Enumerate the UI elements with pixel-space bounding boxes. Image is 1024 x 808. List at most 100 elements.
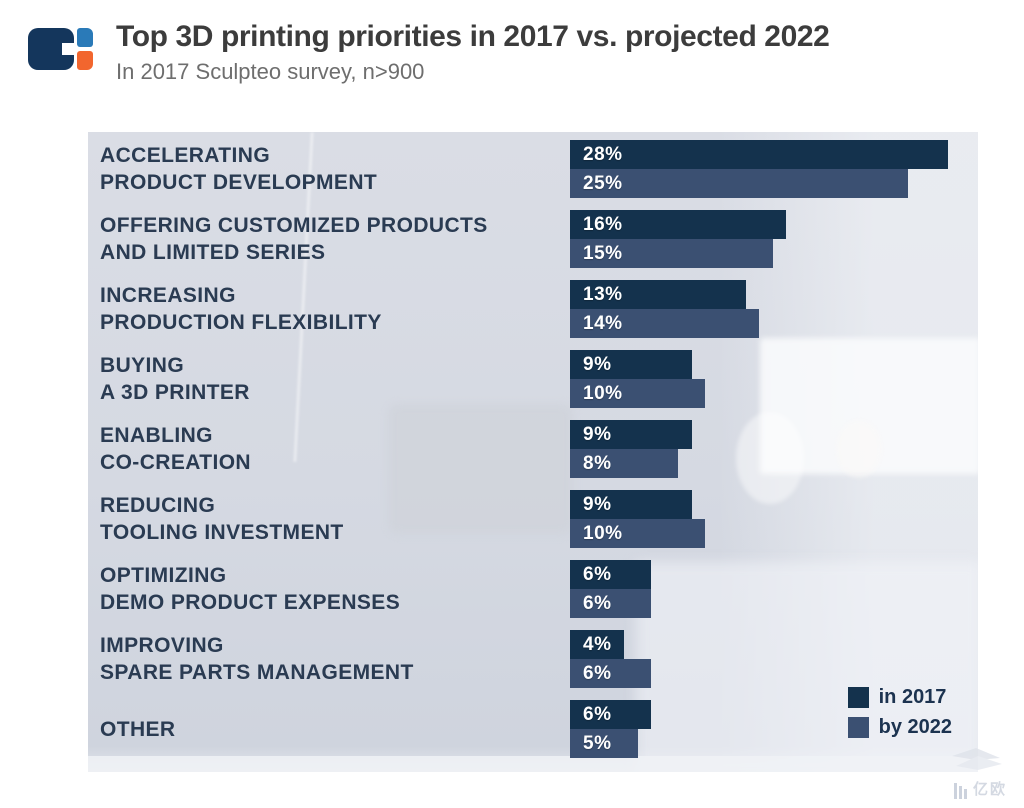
category-label-line: TOOLING INVESTMENT xyxy=(100,521,344,544)
bar-by-2022: 6% xyxy=(570,589,651,618)
bar-value-label: 10% xyxy=(583,522,623,544)
legend-item-2017: in 2017 xyxy=(847,686,952,709)
bar-pair: 4% 6% xyxy=(570,630,651,688)
bar-pair: 9% 8% xyxy=(570,420,692,478)
category-label: INCREASING PRODUCTION FLEXIBILITY xyxy=(88,280,570,338)
category-label-line: IMPROVING xyxy=(100,634,224,657)
logo-orange-square xyxy=(77,51,93,70)
chart-row: INCREASING PRODUCTION FLEXIBILITY 13% 14% xyxy=(88,280,978,338)
bar-value-label: 16% xyxy=(583,213,623,235)
bar-value-label: 6% xyxy=(583,563,612,585)
chart-row: ACCELERATING PRODUCT DEVELOPMENT 28% 25% xyxy=(88,140,978,198)
bar-in-2017: 6% xyxy=(570,560,651,589)
category-label: OFFERING CUSTOMIZED PRODUCTS AND LIMITED … xyxy=(88,210,570,268)
category-label: OTHER xyxy=(88,700,570,758)
chart-row: BUYING A 3D PRINTER 9% 10% xyxy=(88,350,978,408)
chart-row: IMPROVING SPARE PARTS MANAGEMENT 4% 6% xyxy=(88,630,978,688)
chart-row: REDUCING TOOLING INVESTMENT 9% 10% xyxy=(88,490,978,548)
category-label: ENABLING CO-CREATION xyxy=(88,420,570,478)
watermark-chevron-icon xyxy=(952,748,1002,770)
category-label: IMPROVING SPARE PARTS MANAGEMENT xyxy=(88,630,570,688)
bar-in-2017: 28% xyxy=(570,140,948,169)
category-label-line: OPTIMIZING xyxy=(100,564,227,587)
bar-by-2022: 10% xyxy=(570,379,705,408)
chart-panel: ACCELERATING PRODUCT DEVELOPMENT 28% 25% OFF… xyxy=(88,132,978,772)
bar-value-label: 9% xyxy=(583,423,612,445)
category-label-line: AND LIMITED SERIES xyxy=(100,241,326,264)
category-label: OPTIMIZING DEMO PRODUCT EXPENSES xyxy=(88,560,570,618)
bar-pair: 9% 10% xyxy=(570,490,705,548)
chart-row: ENABLING CO-CREATION 9% 8% xyxy=(88,420,978,478)
category-label: REDUCING TOOLING INVESTMENT xyxy=(88,490,570,548)
bar-in-2017: 9% xyxy=(570,350,692,379)
bar-pair: 13% 14% xyxy=(570,280,759,338)
watermark-brand: 亿欧 xyxy=(954,778,1007,799)
bar-value-label: 6% xyxy=(583,662,612,684)
category-label-line: PRODUCT DEVELOPMENT xyxy=(100,171,378,194)
bar-by-2022: 5% xyxy=(570,729,638,758)
page-title: Top 3D printing priorities in 2017 vs. p… xyxy=(116,20,830,53)
bar-in-2017: 9% xyxy=(570,490,692,519)
legend-label-2022: by 2022 xyxy=(878,716,952,738)
header: Top 3D printing priorities in 2017 vs. p… xyxy=(28,20,830,85)
category-label-line: INCREASING xyxy=(100,284,236,307)
legend-item-2022: by 2022 xyxy=(847,716,952,739)
category-label-line: CO-CREATION xyxy=(100,451,252,474)
legend-swatch-2022 xyxy=(847,717,869,738)
bar-value-label: 25% xyxy=(583,172,623,194)
logo-navy-shape xyxy=(28,28,75,70)
bar-value-label: 8% xyxy=(583,452,612,474)
category-label-line: ACCELERATING xyxy=(100,144,271,167)
bar-value-label: 28% xyxy=(583,143,623,165)
bar-value-label: 13% xyxy=(583,283,623,305)
bar-pair: 6% 6% xyxy=(570,560,651,618)
bar-value-label: 14% xyxy=(583,312,623,334)
legend-swatch-2017 xyxy=(847,687,869,708)
bar-value-label: 6% xyxy=(583,703,612,725)
watermark-text: 亿欧 xyxy=(973,781,1008,798)
bar-value-label: 4% xyxy=(583,633,612,655)
category-label-line: BUYING xyxy=(100,354,185,377)
bar-by-2022: 25% xyxy=(570,169,908,198)
category-label-line: ENABLING xyxy=(100,424,213,447)
bar-value-label: 9% xyxy=(583,493,612,515)
title-block: Top 3D printing priorities in 2017 vs. p… xyxy=(116,20,830,85)
brand-logo-icon xyxy=(28,28,93,70)
bar-value-label: 5% xyxy=(583,732,612,754)
bar-by-2022: 10% xyxy=(570,519,705,548)
bar-in-2017: 16% xyxy=(570,210,786,239)
category-label-line: OFFERING CUSTOMIZED PRODUCTS xyxy=(100,214,488,237)
category-label-line: OTHER xyxy=(100,717,176,741)
bar-by-2022: 14% xyxy=(570,309,759,338)
chart-row: OPTIMIZING DEMO PRODUCT EXPENSES 6% 6% xyxy=(88,560,978,618)
bar-value-label: 6% xyxy=(583,592,612,614)
category-label-line: SPARE PARTS MANAGEMENT xyxy=(100,661,414,684)
logo-blue-square xyxy=(77,28,93,47)
bar-pair: 9% 10% xyxy=(570,350,705,408)
chart-row: OFFERING CUSTOMIZED PRODUCTS AND LIMITED … xyxy=(88,210,978,268)
category-label: BUYING A 3D PRINTER xyxy=(88,350,570,408)
bar-pair: 16% 15% xyxy=(570,210,786,268)
bar-value-label: 15% xyxy=(583,242,623,264)
category-label: ACCELERATING PRODUCT DEVELOPMENT xyxy=(88,140,570,198)
chart-row: OTHER 6% 5% xyxy=(88,700,978,758)
watermark-bars-icon xyxy=(954,783,967,799)
page-subtitle: In 2017 Sculpteo survey, n>900 xyxy=(116,59,425,84)
bar-by-2022: 6% xyxy=(570,659,651,688)
category-label-line: PRODUCTION FLEXIBILITY xyxy=(100,311,382,334)
bar-in-2017: 6% xyxy=(570,700,651,729)
category-label-line: A 3D PRINTER xyxy=(100,381,250,404)
bar-in-2017: 13% xyxy=(570,280,746,309)
bar-chart: ACCELERATING PRODUCT DEVELOPMENT 28% 25% OFF… xyxy=(88,132,978,772)
category-label-line: REDUCING xyxy=(100,494,216,517)
bar-pair: 28% 25% xyxy=(570,140,948,198)
bar-by-2022: 8% xyxy=(570,449,678,478)
legend-label-2017: in 2017 xyxy=(878,686,947,708)
bar-by-2022: 15% xyxy=(570,239,773,268)
bar-in-2017: 4% xyxy=(570,630,624,659)
chart-legend: in 2017 by 2022 xyxy=(847,686,952,739)
watermark: 亿欧 xyxy=(948,742,1022,806)
category-label-line: DEMO PRODUCT EXPENSES xyxy=(100,591,401,614)
bar-value-label: 9% xyxy=(583,353,612,375)
